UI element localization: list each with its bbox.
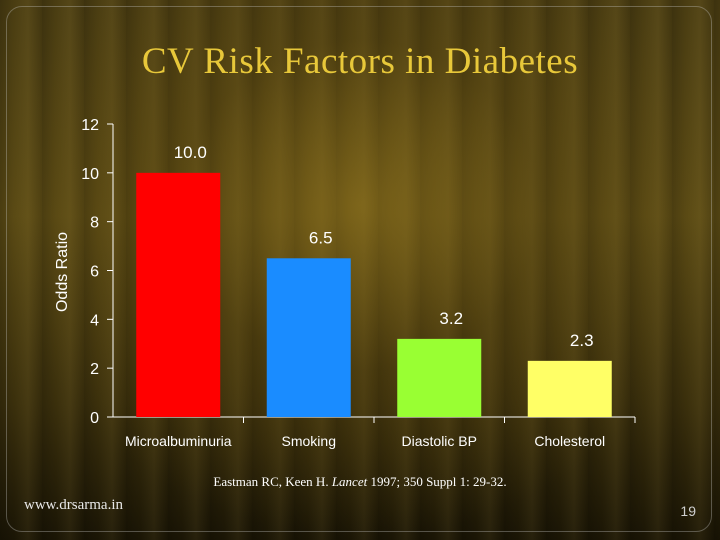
x-category-label: Diastolic BP [402,433,477,449]
bar [136,172,221,417]
citation-journal: Lancet [331,474,368,489]
bar-value-label: 10.0 [174,143,207,162]
footer-website: www.drsarma.in [24,497,124,513]
citation: Eastman RC, Keen H. Lancet 1997; 350 Sup… [0,474,720,490]
bar-value-label: 2.3 [570,331,594,350]
x-category-label: Microalbuminuria [125,433,232,449]
y-tick-label: 10 [81,166,99,183]
y-tick-label: 6 [90,264,99,281]
y-tick-label: 4 [90,312,99,329]
x-category-label: Smoking [282,433,336,449]
bar-value-label: 3.2 [439,309,463,328]
y-tick-label: 2 [90,361,99,378]
bar [266,258,351,417]
bar [397,338,482,417]
citation-details: 1997; 350 Suppl 1: 29-32. [367,474,507,489]
y-tick-label: 0 [90,410,99,427]
slide-title: CV Risk Factors in Diabetes [141,41,579,82]
bar-value-label: 6.5 [309,228,333,247]
bar [527,360,612,417]
y-axis-label: Odds Ratio [54,232,71,312]
page-number: 19 [680,503,696,519]
y-tick-label: 12 [81,117,99,134]
citation-authors: Eastman RC, Keen H. [213,474,332,489]
x-category-label: Cholesterol [534,433,605,449]
y-tick-label: 8 [90,215,99,232]
